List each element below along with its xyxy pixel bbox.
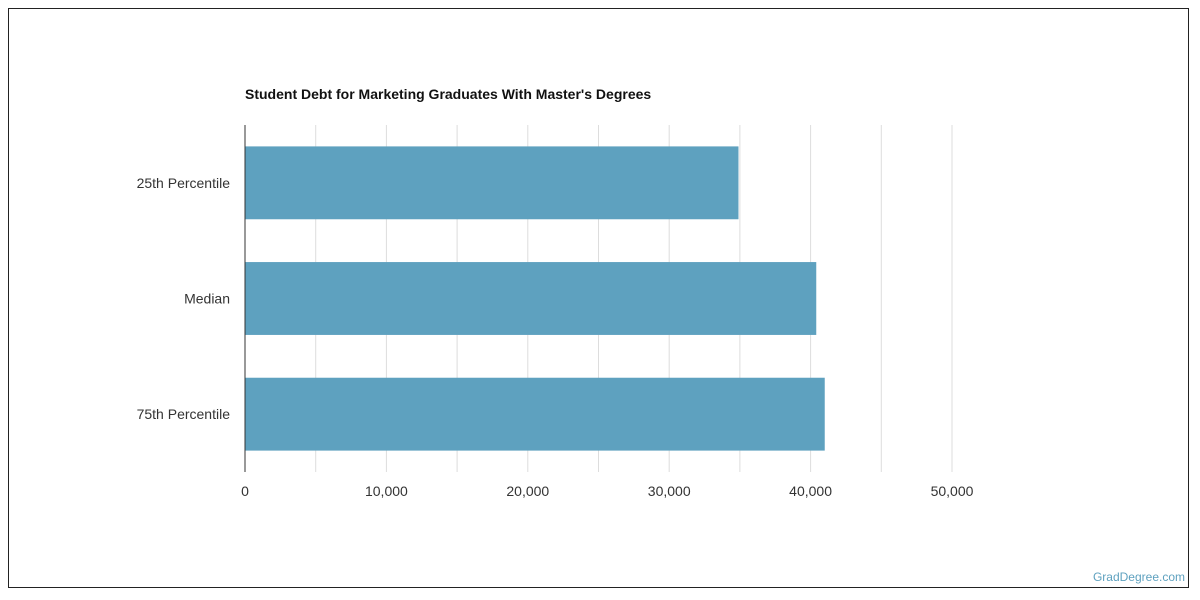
bar: [245, 262, 817, 335]
category-label: Median: [184, 291, 230, 307]
x-tick-label: 10,000: [365, 483, 408, 499]
x-tick-label: 40,000: [789, 483, 832, 499]
bar: [245, 377, 825, 451]
x-tick-label: 0: [241, 483, 249, 499]
category-label: 75th Percentile: [137, 406, 231, 422]
x-axis-tick-labels: 0 10,000 20,000 30,000 40,000 50,000: [241, 483, 974, 499]
bar: [245, 146, 739, 220]
watermark: GradDegree.com: [1092, 570, 1185, 584]
x-tick-label: 20,000: [506, 483, 549, 499]
category-label: 25th Percentile: [137, 175, 231, 191]
bars: [245, 146, 825, 451]
category-labels: 25th Percentile Median 75th Percentile: [137, 175, 231, 422]
chart-title: Student Debt for Marketing Graduates Wit…: [245, 86, 652, 102]
x-tick-label: 50,000: [931, 483, 974, 499]
x-tick-label: 30,000: [648, 483, 691, 499]
